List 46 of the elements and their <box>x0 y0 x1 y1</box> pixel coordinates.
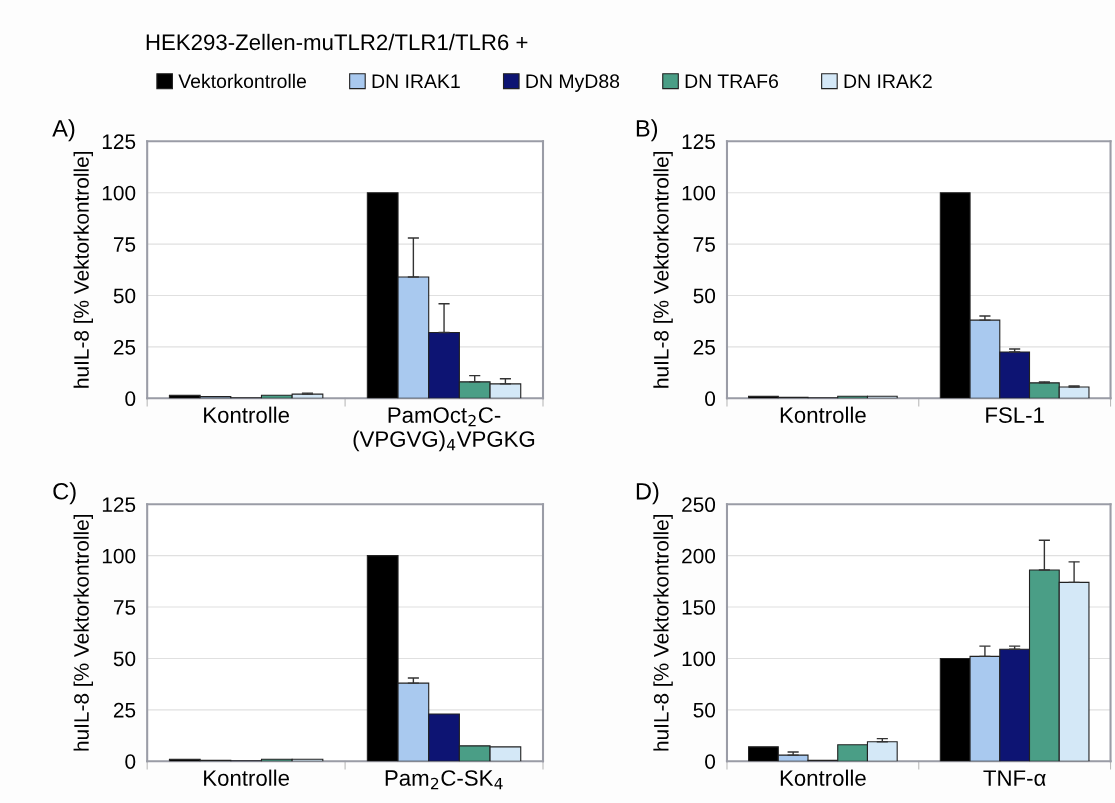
chart-title: D) <box>636 482 659 505</box>
y-tick-label: 200 <box>682 548 716 564</box>
chart-title: C) <box>53 482 76 505</box>
y-tick-label: 150 <box>682 600 716 615</box>
category-label: PamOct$_{2}$C- (VPGVG)$_{4}$VPGKG <box>353 407 535 452</box>
x-tick-label: Pam$_{2}$C-SK$_{4}$ <box>385 770 503 790</box>
y-tick-label: 100 <box>102 185 136 201</box>
x-tick-label: Kontrolle <box>204 406 289 423</box>
x-tick-label: Kontrolle <box>780 769 866 786</box>
y-tick-label: 50 <box>693 702 716 718</box>
y-tick-label: 100 <box>682 651 716 667</box>
y-tick-label: 100 <box>682 185 716 201</box>
y-tick-label: 50 <box>113 288 136 304</box>
y-axis-title: huIL-8 [% Vektorkontrolle] <box>73 152 93 388</box>
y-tick-label: 75 <box>113 600 136 615</box>
y-tick-label: 250 <box>682 497 716 513</box>
y-axis-title: huIL-8 [% Vektorkontrolle] <box>653 514 673 751</box>
y-tick-label: 0 <box>125 391 136 407</box>
chart-title: B) <box>636 119 658 142</box>
text: HEK293-Zellen-muTLR2/TLR1/TLR6 + <box>146 33 528 51</box>
y-tick-label: 125 <box>682 134 715 150</box>
y-tick-label: 125 <box>102 134 136 150</box>
legend-label: DN TRAF6 <box>685 74 779 89</box>
y-tick-label: 25 <box>113 702 136 718</box>
y-tick-label: 50 <box>693 288 716 304</box>
legend-label: Vektorkontrolle <box>178 73 307 89</box>
y-tick-label: 100 <box>102 548 136 564</box>
y-tick-label: 0 <box>705 391 716 407</box>
y-tick-label: 50 <box>113 651 136 667</box>
y-axis-title: huIL-8 [% Vektorkontrolle] <box>73 514 93 751</box>
y-tick-label: 0 <box>125 754 136 769</box>
y-tick-label: 0 <box>705 754 716 769</box>
y-tick-label: 75 <box>113 237 136 252</box>
y-tick-label: 125 <box>102 497 136 513</box>
y-tick-label: 25 <box>113 339 136 355</box>
y-tick-label: 75 <box>693 237 715 252</box>
legend-label: DN IRAK1 <box>372 74 460 88</box>
x-tick-label: TNF-α <box>983 770 1046 786</box>
legend-label: DN MyD88 <box>526 74 620 92</box>
y-tick-label: 25 <box>693 339 715 355</box>
x-tick-label: Kontrolle <box>204 769 289 786</box>
legend-label: DN IRAK2 <box>844 74 932 88</box>
x-tick-label: Kontrolle <box>780 406 866 423</box>
x-tick-label: FSL-1 <box>986 407 1044 423</box>
y-axis-title: huIL-8 [% Vektorkontrolle] <box>653 152 673 388</box>
chart-title: A) <box>52 119 75 142</box>
